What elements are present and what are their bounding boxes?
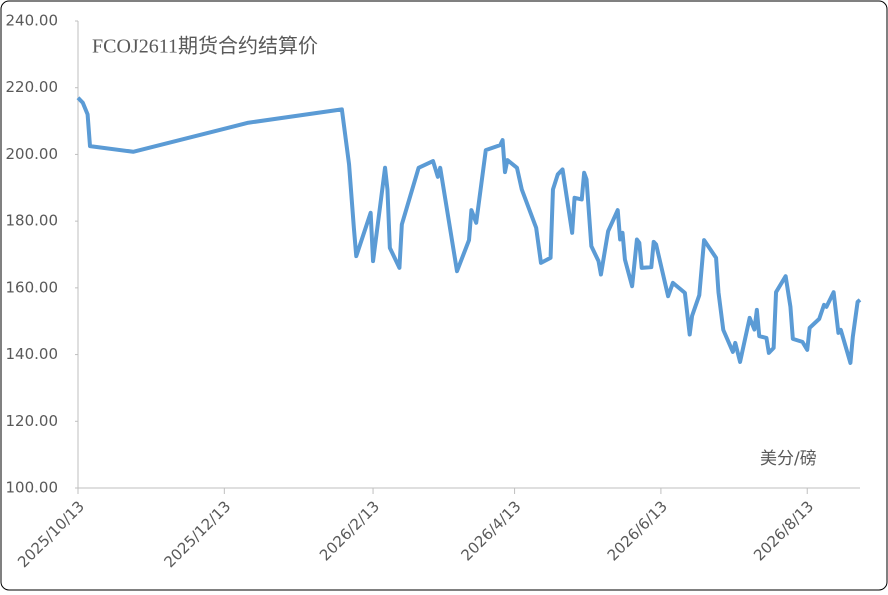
y-tick-label: 160.00 <box>6 278 59 296</box>
y-tick-label: 220.00 <box>6 78 59 96</box>
y-tick-label: 100.00 <box>6 479 59 497</box>
y-tick-label: 240.00 <box>6 12 59 30</box>
y-tick-label: 120.00 <box>6 412 59 430</box>
chart-title: FCOJ2611期货合约结算价 <box>92 35 318 58</box>
y-tick-label: 200.00 <box>6 145 59 163</box>
y-tick-label: 180.00 <box>6 212 59 230</box>
unit-annotation: 美分/磅 <box>760 449 817 469</box>
data-line <box>76 96 862 365</box>
y-tick-label: 140.00 <box>6 345 59 363</box>
